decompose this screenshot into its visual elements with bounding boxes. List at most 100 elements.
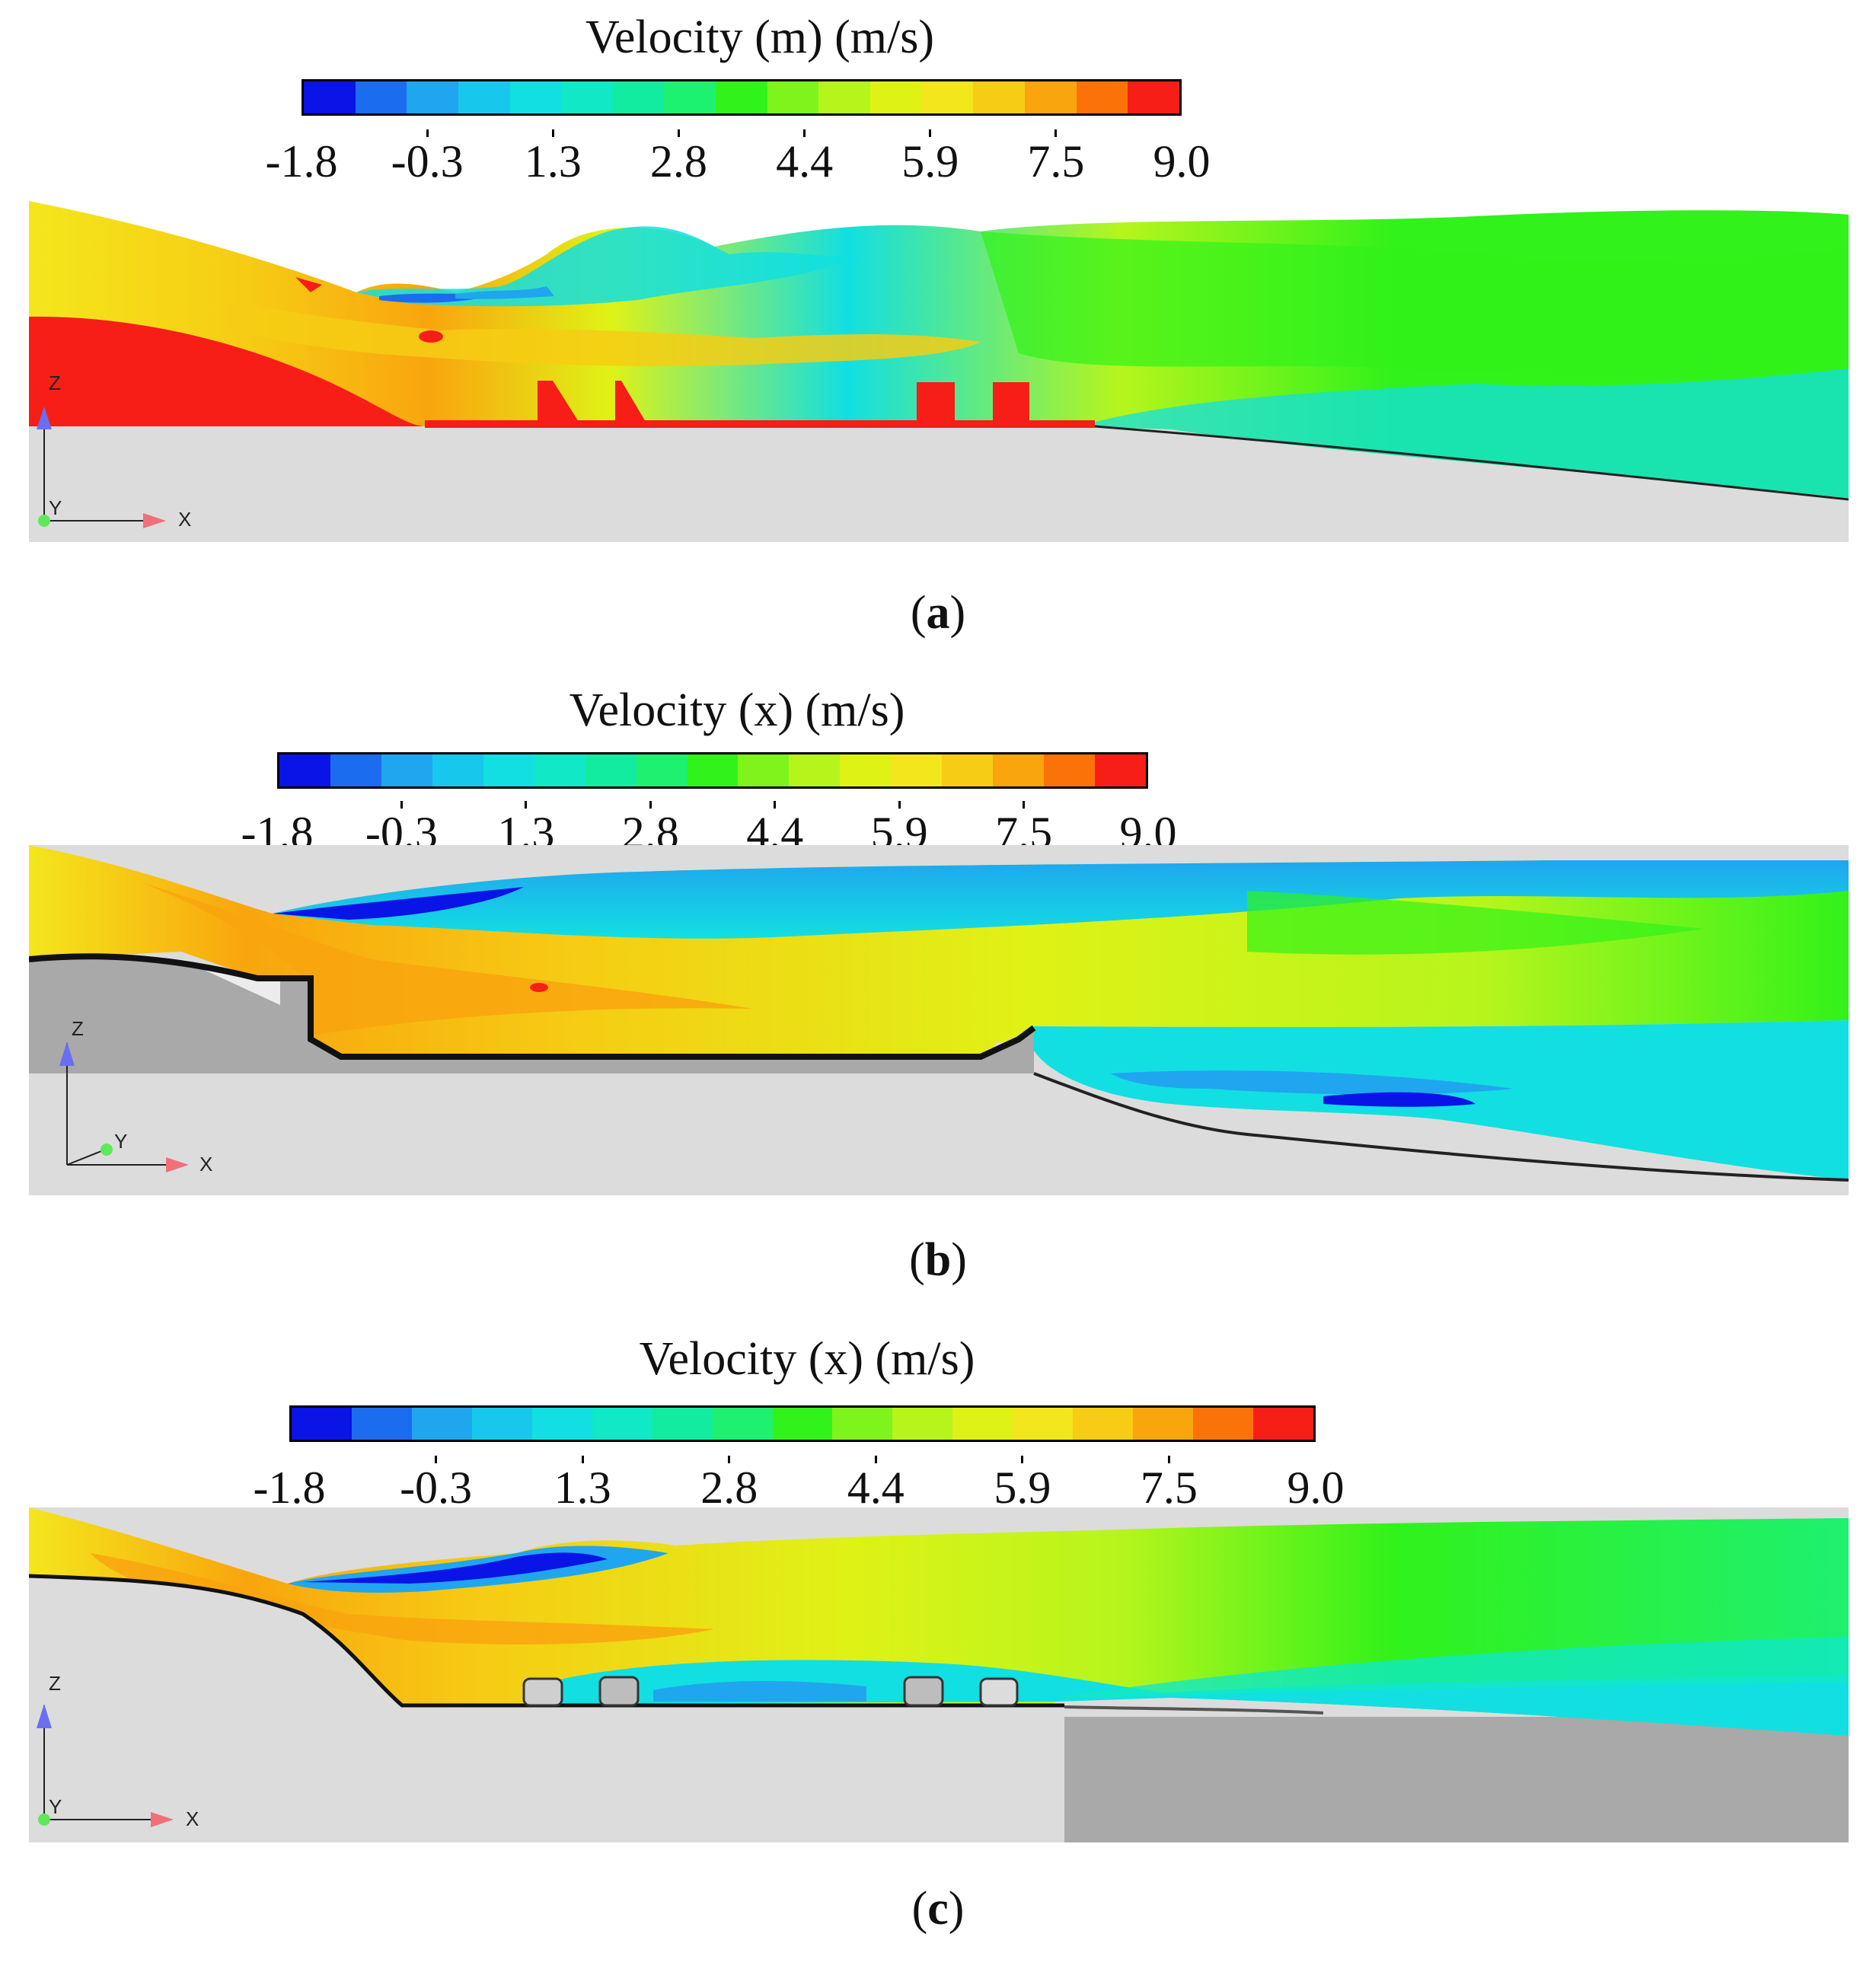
x-arrow — [143, 513, 166, 528]
colorbar-segment — [921, 81, 974, 113]
colorbar-segment — [636, 754, 688, 786]
baffle-2 — [598, 1676, 640, 1707]
y-axis-marker — [38, 1813, 50, 1826]
colorbar-segment — [561, 81, 613, 113]
colorbar-segment — [818, 81, 871, 113]
block-1 — [903, 1676, 944, 1707]
block-2 — [993, 382, 1029, 422]
axis-label-x: X — [178, 508, 191, 531]
colorbar-segment — [355, 81, 407, 113]
colorbar-tick-label: 2.8 — [649, 136, 707, 187]
colorbar-segment — [432, 754, 483, 786]
baffle-1 — [522, 1677, 563, 1707]
colorbar-segment — [840, 754, 892, 786]
panel-caption: (a) — [910, 587, 966, 639]
spillway-body — [29, 316, 425, 426]
axis-label-x: X — [199, 1153, 212, 1175]
colorbar-segment — [1024, 81, 1077, 113]
colorbar-segment — [330, 754, 381, 786]
colorbar-segment — [1073, 1408, 1134, 1440]
colorbar-segment — [942, 754, 994, 786]
colorbar-segment — [1253, 1408, 1313, 1440]
colorbar-segment — [738, 754, 790, 786]
colorbar-segment — [973, 81, 1025, 113]
colorbar-segment — [471, 1408, 532, 1440]
colorbar-tick-label: 4.4 — [847, 1463, 904, 1513]
colorbar-tick-label: 5.9 — [901, 136, 959, 187]
colorbar-tickmark — [435, 1456, 438, 1463]
colorbar-tickmark — [677, 129, 680, 137]
colorbar-segment — [1128, 81, 1179, 113]
colorbar-tick-label: -1.8 — [265, 136, 338, 187]
colorbar-title: Velocity (x) (m/s) — [639, 1333, 975, 1385]
colorbar-segment — [664, 81, 716, 113]
colorbar-tick-label: 7.5 — [1140, 1463, 1198, 1513]
colorbar-segment — [292, 1408, 352, 1440]
colorbar-segment — [304, 81, 356, 113]
colorbar-tick-label: 7.5 — [1027, 136, 1085, 187]
baffle-1 — [538, 381, 579, 422]
colorbar-tickmark — [1167, 1456, 1170, 1463]
colorbar-tickmark — [649, 801, 652, 809]
colorbar-segment — [1013, 1408, 1074, 1440]
colorbar — [302, 79, 1182, 116]
axis-label-y: Y — [114, 1130, 127, 1153]
colorbar-tickmark — [1054, 129, 1058, 137]
colorbar-tickmark — [581, 1456, 584, 1463]
colorbar-tick-label: -0.3 — [400, 1463, 473, 1513]
axis-label-y: Y — [49, 496, 62, 519]
colorbar-segment — [534, 754, 585, 786]
block-1 — [917, 382, 955, 422]
colorbar-tick-label: 1.3 — [554, 1463, 611, 1513]
colorbar-tickmark — [774, 801, 777, 809]
colorbar-tickmark — [803, 129, 806, 137]
colorbar-segment — [772, 1408, 833, 1440]
colorbar-tick-label: 5.9 — [994, 1463, 1051, 1513]
axis-label-y: Y — [49, 1795, 62, 1818]
colorbar-segment — [687, 754, 739, 786]
panel-caption: (c) — [911, 1883, 965, 1935]
z-arrow — [37, 407, 52, 429]
colorbar-tick-label: 2.8 — [700, 1463, 758, 1513]
z-arrow — [59, 1042, 75, 1066]
colorbar-segment — [952, 1408, 1013, 1440]
downstream-bed — [1057, 1717, 1849, 1842]
colorbar-segment — [993, 754, 1045, 786]
colorbar-segment — [483, 754, 534, 786]
colorbar-tick-label: 9.0 — [1153, 136, 1211, 187]
colorbar-segment — [789, 754, 841, 786]
colorbar-tickmark — [551, 129, 554, 137]
colorbar-segment — [712, 1408, 773, 1440]
colorbar-tickmark — [426, 129, 429, 137]
y-axis-marker — [38, 515, 50, 527]
colorbar-ticks: -1.8 -0.3 1.3 2.8 4.4 5.9 7.5 9.0 — [254, 1456, 1345, 1513]
colorbar-tickmark — [1023, 801, 1026, 809]
baffle-2 — [615, 381, 646, 422]
colorbar-segment — [531, 1408, 592, 1440]
colorbar — [277, 752, 1148, 789]
colorbar-segment — [891, 754, 943, 786]
colorbar-segment — [1095, 754, 1146, 786]
colorbar-segment — [411, 1408, 472, 1440]
x-arrow — [151, 1812, 174, 1827]
colorbar-segment — [381, 754, 432, 786]
colorbar-segment — [585, 754, 636, 786]
colorbar-segment — [509, 81, 562, 113]
colorbar-segment — [716, 81, 767, 113]
colorbar — [289, 1405, 1316, 1442]
colorbar-tickmark — [929, 129, 932, 137]
colorbar-segment — [351, 1408, 412, 1440]
velocity-field-a: Z Y X — [29, 201, 1849, 542]
axis-label-z: Z — [49, 372, 61, 394]
colorbar-tickmark — [400, 801, 403, 809]
panel-b: Velocity (x) (m/s) -1.8 -0.3 1.3 2.8 4.4 5.9 7… — [0, 655, 1876, 1309]
colorbar-segment — [767, 81, 819, 113]
colorbar-segment — [407, 81, 458, 113]
colorbar-segment — [832, 1408, 893, 1440]
colorbar-tick-label: 9.0 — [1287, 1463, 1345, 1513]
colorbar-segment — [279, 754, 330, 786]
velocity-field-c: Z Y X — [29, 1507, 1849, 1842]
stilling-basin-floor — [425, 420, 1095, 428]
colorbar-title: Velocity (m) (m/s) — [585, 11, 934, 63]
colorbar-tickmark — [898, 801, 901, 809]
